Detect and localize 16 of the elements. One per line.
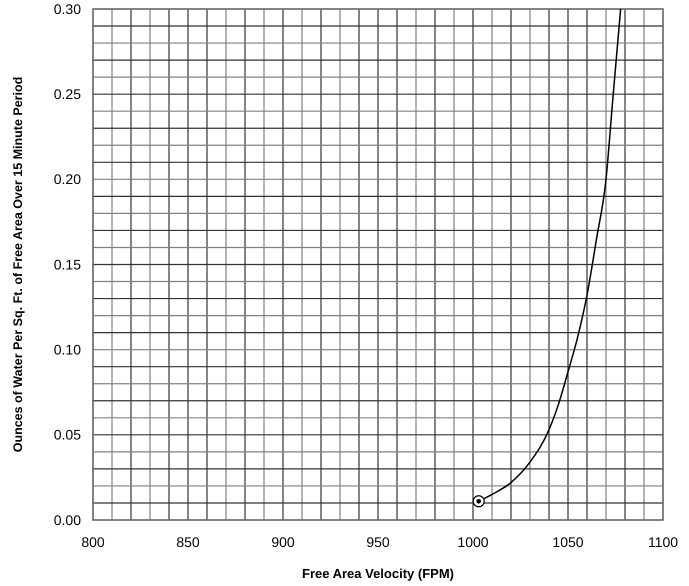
x-axis-title: Free Area Velocity (FPM) [302,566,454,581]
x-tick-label: 1050 [552,534,584,550]
y-tick-label: 0.25 [54,86,82,102]
x-tick-label: 900 [271,534,295,550]
y-tick-label: 0.10 [54,342,82,358]
x-tick-label: 800 [81,534,105,550]
y-axis-title: Ounces of Water Per Sq. Ft. of Free Area Over 15 Minute Period [11,76,25,452]
x-tick-label: 1000 [457,534,489,550]
y-tick-label: 0.00 [54,512,82,528]
y-tick-label: 0.30 [54,0,82,17]
x-tick-label: 950 [366,534,390,550]
y-tick-label: 0.20 [54,171,82,188]
y-tick-label: 0.05 [54,426,82,443]
y-tick-label: 0.15 [54,256,82,272]
x-tick-label: 1100 [648,534,678,550]
x-tick-label: 850 [176,534,200,550]
